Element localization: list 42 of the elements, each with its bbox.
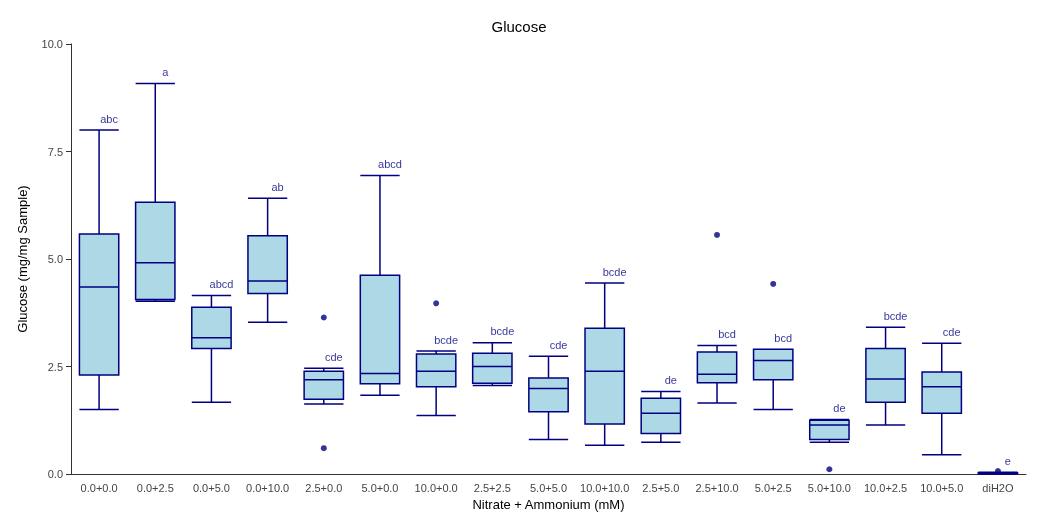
annotation: e (1004, 454, 1011, 467)
y-tick-label: 10.0 (41, 38, 63, 50)
x-tick-label: 10.0+10.0 (580, 481, 630, 494)
annotation: cde (324, 350, 343, 363)
annotation: bcde (490, 325, 515, 338)
annotation: bcd (774, 331, 793, 344)
x-tick-label: 2.5+2.5 (473, 481, 511, 494)
y-tick-label: 0.0 (47, 468, 63, 480)
y-tick-label: 5.0 (47, 253, 63, 265)
x-tick-label: 0.0+10.0 (246, 481, 290, 494)
x-axis-title: Nitrate + Ammonium (mM) (472, 497, 625, 512)
annotation: abcd (209, 278, 234, 291)
annotation: de (664, 373, 677, 386)
annotation: cde (942, 325, 961, 338)
x-tick-label: 10.0+2.5 (864, 481, 908, 494)
annotation: abc (100, 112, 119, 125)
x-tick-label: 10.0+5.0 (920, 481, 964, 494)
x-tick-label: 0.0+0.0 (80, 481, 118, 494)
annotation: cde (549, 338, 568, 351)
annotation: ab (271, 180, 284, 193)
x-tick-label: 10.0+0.0 (414, 481, 458, 494)
x-tick-label: 0.0+2.5 (136, 481, 174, 494)
annotation: de (833, 401, 846, 414)
chart-title: Glucose (491, 18, 547, 35)
x-tick-label: 2.5+0.0 (305, 481, 343, 494)
annotation: bcde (434, 333, 459, 346)
x-tick-label: 5.0+10.0 (807, 481, 851, 494)
y-tick-label: 7.5 (47, 145, 63, 158)
annotation: bcde (883, 309, 908, 322)
y-tick-label: 2.5 (47, 360, 63, 373)
x-tick-label: 2.5+10.0 (695, 481, 739, 494)
y-axis-title: Glucose (mg/mg Sample) (15, 185, 30, 333)
x-tick-label: 5.0+2.5 (754, 481, 792, 494)
annotation: abcd (378, 158, 402, 171)
x-tick-label: 5.0+0.0 (361, 481, 399, 494)
annotation: bcd (718, 327, 736, 340)
x-tick-label: 0.0+5.0 (192, 481, 230, 494)
x-tick-label: 2.5+5.0 (642, 481, 680, 494)
x-tick-label: 5.0+5.0 (529, 481, 568, 494)
x-tick-label: diH2O (982, 481, 1014, 494)
annotation: bcde (602, 265, 627, 278)
annotation: a (162, 66, 170, 79)
